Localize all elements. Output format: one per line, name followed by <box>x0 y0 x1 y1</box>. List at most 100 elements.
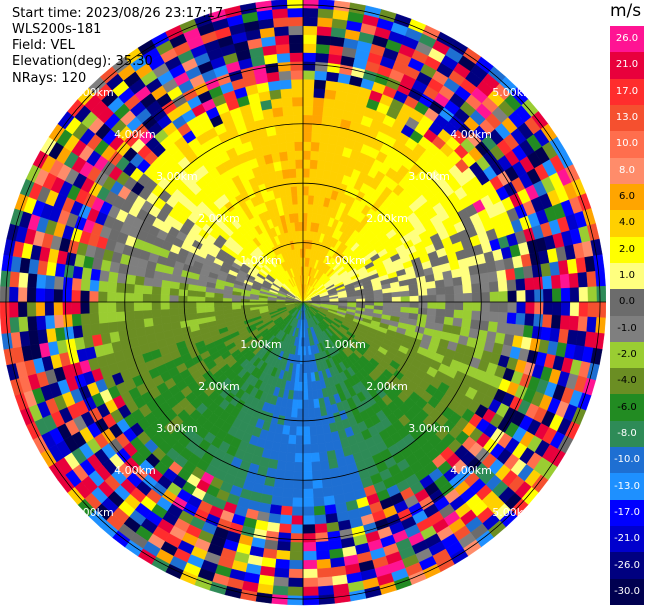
velocity-gate <box>160 294 170 303</box>
colorbar-tick-label: 17.0 <box>615 85 639 97</box>
velocity-gate <box>318 451 329 462</box>
velocity-gate <box>124 310 135 321</box>
velocity-gate <box>314 61 329 72</box>
field-name: Field: VEL <box>12 38 75 53</box>
velocity-gate <box>382 301 393 307</box>
velocity-gate <box>279 151 289 162</box>
velocity-gate <box>302 70 316 80</box>
velocity-gate <box>302 444 312 454</box>
velocity-gate <box>1 332 13 350</box>
velocity-gate <box>80 312 91 326</box>
velocity-gate <box>302 533 316 543</box>
velocity-gate <box>525 289 535 303</box>
range-ring-label: 3.00km <box>156 170 198 183</box>
velocity-gate <box>311 461 321 472</box>
velocity-gate <box>326 449 337 461</box>
velocity-gate <box>318 594 335 605</box>
velocity-gate <box>327 458 339 470</box>
velocity-gate <box>569 301 580 317</box>
velocity-gate <box>81 266 92 280</box>
velocity-gate <box>276 460 287 471</box>
velocity-gate <box>306 363 311 374</box>
velocity-gate <box>326 71 340 83</box>
velocity-gate <box>133 292 144 303</box>
velocity-gate <box>288 559 304 570</box>
velocity-gate <box>97 301 108 313</box>
velocity-gate <box>8 286 19 303</box>
velocity-gate <box>288 568 304 579</box>
velocity-gate <box>488 311 500 323</box>
velocity-gate <box>497 312 508 324</box>
velocity-gate <box>480 311 491 322</box>
velocity-gate <box>89 279 100 292</box>
colorbar-tick-label: -1.0 <box>617 322 637 334</box>
velocity-gate <box>324 504 337 515</box>
velocity-gate <box>302 497 314 508</box>
velocity-gate <box>144 325 156 336</box>
velocity-gate <box>274 34 290 46</box>
velocity-gate <box>195 306 206 314</box>
velocity-gate <box>302 185 310 196</box>
velocity-gate <box>286 595 304 606</box>
velocity-gate <box>417 282 428 291</box>
velocity-gate <box>315 52 330 63</box>
velocity-gate <box>489 301 500 313</box>
velocity-gate <box>315 541 330 552</box>
velocity-gate <box>80 290 90 303</box>
velocity-gate <box>280 88 293 99</box>
velocity-gate <box>382 292 393 299</box>
velocity-gate <box>106 291 117 303</box>
velocity-gate <box>295 435 304 445</box>
velocity-gate <box>323 97 336 109</box>
velocity-gate <box>444 285 455 295</box>
velocity-gate <box>524 277 535 291</box>
velocity-gate <box>498 301 509 313</box>
velocity-gate <box>596 301 606 319</box>
velocity-gate <box>559 315 571 331</box>
velocity-gate <box>315 549 331 561</box>
velocity-gate <box>522 325 534 339</box>
velocity-gate <box>302 461 313 472</box>
velocity-gate <box>283 114 294 125</box>
velocity-gate <box>550 274 562 290</box>
velocity-gate <box>534 289 544 303</box>
velocity-gate <box>286 0 304 9</box>
velocity-gate <box>317 442 327 453</box>
velocity-gate <box>287 434 297 445</box>
velocity-gate <box>543 301 553 316</box>
velocity-gate <box>595 270 606 287</box>
velocity-gate <box>26 272 38 289</box>
velocity-gate <box>316 34 332 46</box>
velocity-gate <box>313 407 322 418</box>
velocity-gate <box>133 284 144 294</box>
range-ring-label: 2.00km <box>198 212 240 225</box>
velocity-gate <box>269 143 280 155</box>
velocity-gate <box>292 479 304 490</box>
velocity-gate <box>578 301 589 318</box>
velocity-gate <box>534 301 544 315</box>
velocity-gate <box>269 504 282 515</box>
velocity-gate <box>480 291 491 303</box>
velocity-gate <box>426 287 437 296</box>
velocity-gate <box>291 515 304 525</box>
velocity-gate <box>160 308 171 318</box>
velocity-gate <box>152 316 163 326</box>
velocity-gate <box>551 301 562 316</box>
velocity-gate <box>107 271 119 283</box>
velocity-gate <box>277 451 288 462</box>
velocity-gate <box>271 152 281 163</box>
velocity-gate <box>435 286 446 296</box>
range-ring-label: 1.00km <box>240 338 282 351</box>
velocity-gate <box>302 390 309 401</box>
velocity-gate <box>62 301 72 315</box>
velocity-gate <box>71 289 81 303</box>
site-name: WLS200s-181 <box>12 22 102 37</box>
velocity-gate <box>516 301 526 314</box>
velocity-gate <box>53 275 64 290</box>
range-ring-label: 1.00km <box>240 254 282 267</box>
velocity-gate <box>142 301 152 311</box>
velocity-gate <box>450 268 462 279</box>
velocity-gate <box>347 298 357 303</box>
velocity-gate <box>322 106 334 118</box>
velocity-gate <box>35 273 47 289</box>
